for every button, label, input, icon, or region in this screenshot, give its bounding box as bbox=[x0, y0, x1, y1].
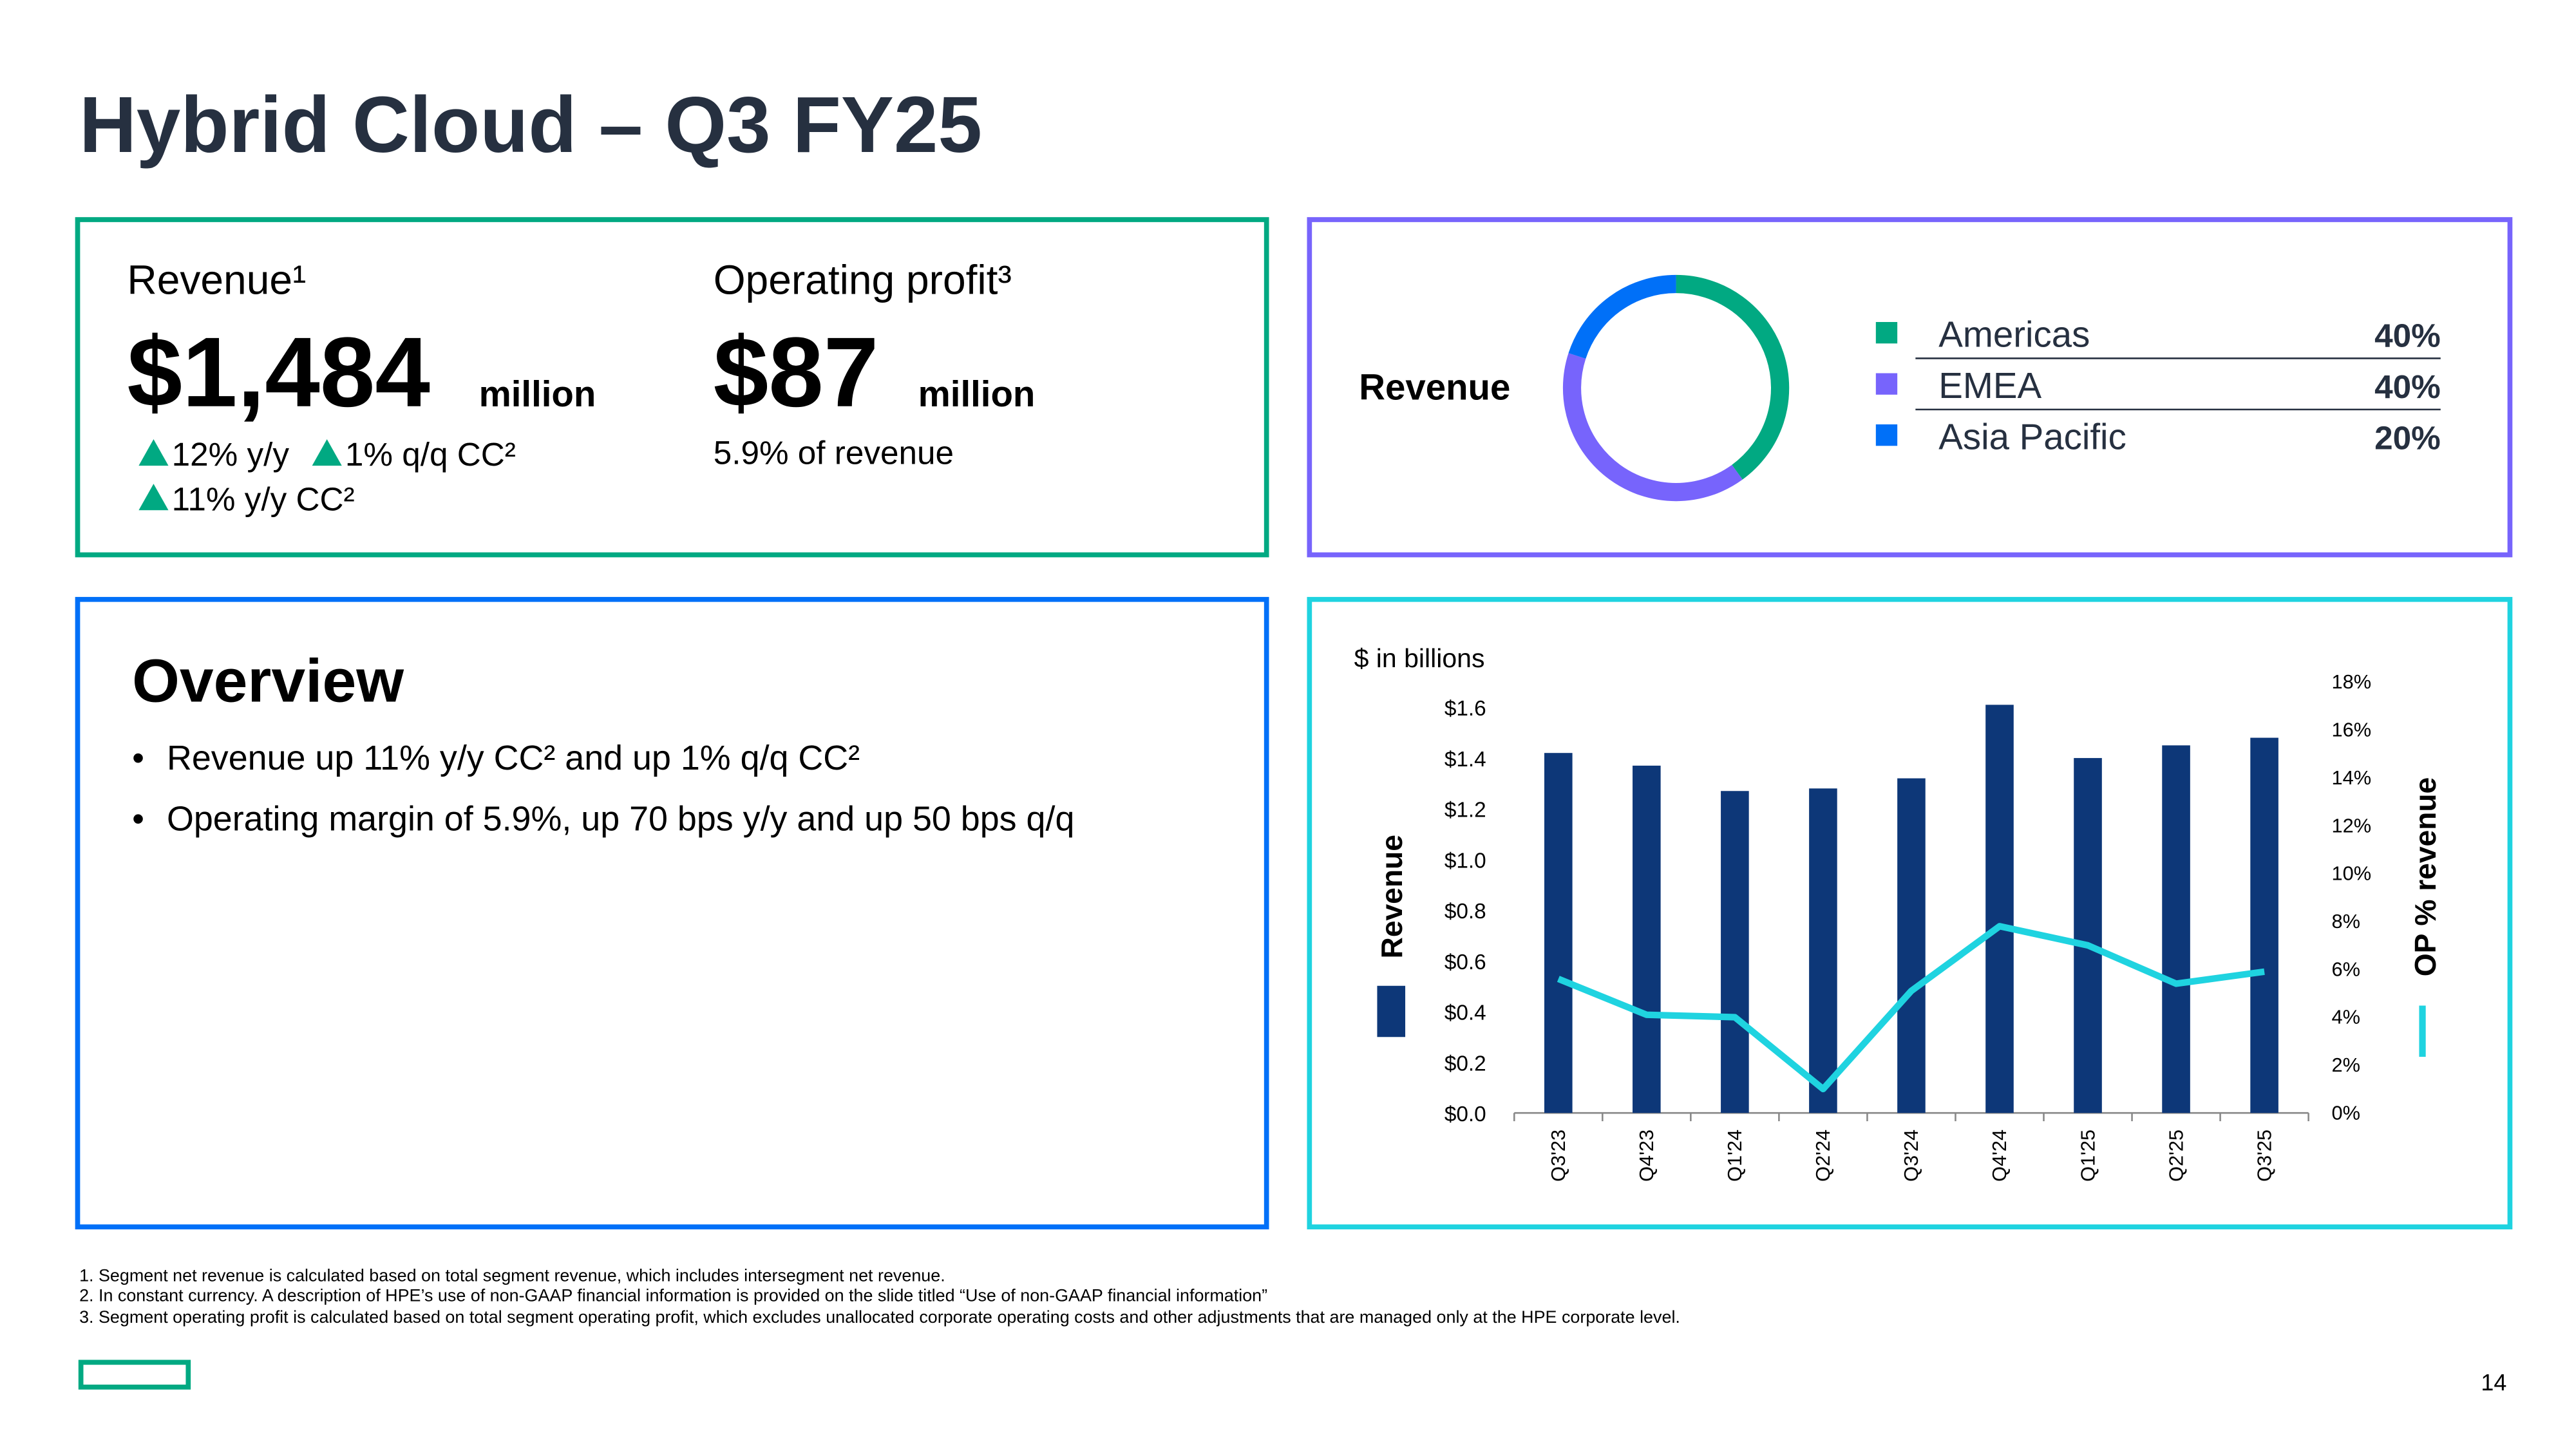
legend-label: EMEA bbox=[1938, 365, 2041, 406]
overview-bullet: Revenue up 11% y/y CC² and up 1% q/q CC² bbox=[167, 739, 860, 777]
bar bbox=[1985, 705, 2014, 1113]
y-tick-label: $0.2 bbox=[1444, 1052, 1486, 1075]
donut-segment bbox=[1562, 353, 1743, 502]
y2-tick-label: 14% bbox=[2332, 766, 2372, 789]
up-arrow bbox=[138, 439, 169, 466]
x-tick-label: Q2'24 bbox=[1812, 1130, 1834, 1182]
bar bbox=[1809, 788, 1837, 1113]
legend-label: Americas bbox=[1938, 314, 2090, 354]
x-tick-label: Q1'25 bbox=[2076, 1130, 2099, 1182]
legend-swatch bbox=[1875, 424, 1898, 446]
y2-tick-label: 0% bbox=[2332, 1101, 2360, 1124]
bar bbox=[1721, 791, 1749, 1113]
kpi-value: $87 bbox=[714, 317, 879, 428]
kpi-unit: million bbox=[918, 374, 1036, 414]
kpi-change: 11% y/y CC² bbox=[172, 480, 355, 517]
footnote: 3. Segment operating profit is calculate… bbox=[79, 1307, 1680, 1327]
bar bbox=[1897, 778, 1926, 1113]
up-arrow bbox=[138, 484, 169, 511]
line-series bbox=[1557, 923, 2265, 1093]
overview-bullet: Operating margin of 5.9%, up 70 bps y/y … bbox=[167, 800, 1074, 838]
kpi-unit: million bbox=[479, 374, 596, 414]
y2-tick-label: 10% bbox=[2332, 862, 2372, 885]
page-number: 14 bbox=[2481, 1370, 2506, 1396]
y-tick-label: $1.6 bbox=[1444, 697, 1486, 721]
y2-tick-label: 18% bbox=[2332, 670, 2372, 693]
y-tick-label: $1.0 bbox=[1444, 849, 1486, 873]
legend-swatch bbox=[1875, 322, 1898, 344]
overview-panel bbox=[75, 596, 1269, 1229]
bullet-dot: • bbox=[132, 800, 144, 838]
y-tick-label: $1.2 bbox=[1444, 799, 1486, 822]
y-tick-label: $0.8 bbox=[1444, 900, 1486, 923]
up-arrow bbox=[312, 439, 342, 466]
y-tick-label: $0.0 bbox=[1444, 1103, 1486, 1126]
chart-subtitle: $ in billions bbox=[1354, 643, 1485, 673]
footnote: 1. Segment net revenue is calculated bas… bbox=[79, 1266, 945, 1285]
axis-legend-label: OP % revenue bbox=[2409, 777, 2442, 976]
x-tick-label: Q1'24 bbox=[1723, 1130, 1746, 1182]
legend-value: 40% bbox=[2374, 317, 2441, 354]
x-tick-label: Q3'25 bbox=[2253, 1130, 2275, 1182]
bar bbox=[1544, 753, 1573, 1113]
y-tick-label: $1.4 bbox=[1444, 748, 1486, 772]
legend-swatch bbox=[1875, 373, 1898, 395]
chart-panel bbox=[1307, 596, 2513, 1229]
legend-value: 20% bbox=[2374, 419, 2441, 456]
x-tick-label: Q3'23 bbox=[1547, 1130, 1569, 1182]
bar bbox=[2162, 745, 2190, 1113]
slide-title: Hybrid Cloud – Q3 FY25 bbox=[79, 81, 982, 169]
legend-label: Asia Pacific bbox=[1938, 416, 2126, 457]
footnote: 2. In constant currency. A description o… bbox=[79, 1286, 1267, 1305]
donut-segment bbox=[1568, 274, 1676, 359]
kpi-value: $1,484 bbox=[127, 317, 430, 428]
y2-tick-label: 8% bbox=[2332, 910, 2360, 933]
legend-swatch bbox=[1377, 985, 1406, 1037]
y2-tick-label: 2% bbox=[2332, 1054, 2360, 1076]
x-tick-label: Q4'24 bbox=[1988, 1130, 2011, 1182]
bullet-dot: • bbox=[132, 739, 144, 777]
kpi-label: Operating profit³ bbox=[714, 256, 1012, 303]
y2-tick-label: 12% bbox=[2332, 814, 2372, 837]
axis-legend-label: Revenue bbox=[1375, 835, 1408, 958]
y-tick-label: $0.4 bbox=[1444, 1001, 1486, 1025]
legend-value: 40% bbox=[2374, 368, 2441, 405]
kpi-panel bbox=[75, 217, 1269, 558]
kpi-label: Revenue¹ bbox=[127, 256, 306, 303]
mix-panel bbox=[1307, 217, 2513, 558]
kpi-change: 12% y/y bbox=[172, 436, 290, 473]
kpi-note: 5.9% of revenue bbox=[714, 435, 954, 471]
overview-title: Overview bbox=[132, 647, 404, 715]
y2-tick-label: 16% bbox=[2332, 719, 2372, 741]
x-tick-label: Q4'23 bbox=[1635, 1130, 1658, 1182]
bar bbox=[2250, 737, 2278, 1113]
bar bbox=[1633, 765, 1661, 1113]
y-tick-label: $0.6 bbox=[1444, 951, 1486, 974]
donut-segment bbox=[1676, 274, 1790, 480]
y2-tick-label: 4% bbox=[2332, 1006, 2360, 1028]
donut-title: Revenue bbox=[1359, 367, 1510, 408]
kpi-change: 1% q/q CC² bbox=[345, 436, 516, 473]
x-tick-label: Q2'25 bbox=[2164, 1130, 2187, 1182]
bar bbox=[2074, 758, 2102, 1113]
x-tick-label: Q3'24 bbox=[1900, 1130, 1922, 1182]
logo bbox=[78, 1359, 191, 1390]
y2-tick-label: 6% bbox=[2332, 958, 2360, 980]
